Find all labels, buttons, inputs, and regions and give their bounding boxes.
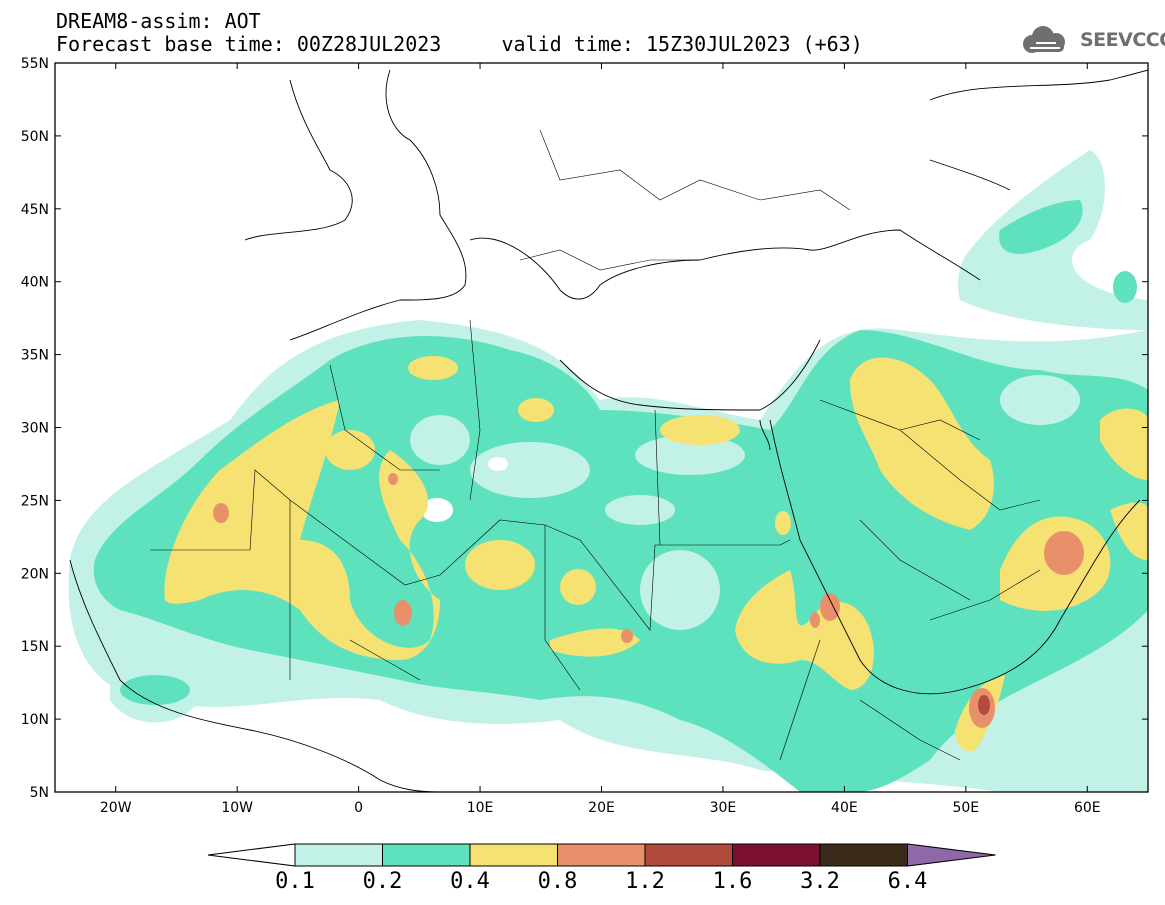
aot-level-0.1-pockets bbox=[410, 375, 1080, 630]
colorbar-segment bbox=[382, 843, 471, 867]
colorbar-under-triangle bbox=[207, 843, 296, 867]
y-tick-label: 10N bbox=[21, 712, 49, 728]
aot-level-0.4 bbox=[164, 356, 1148, 752]
x-tick-label: 10E bbox=[467, 800, 494, 816]
y-tick-label: 5N bbox=[30, 785, 49, 801]
x-tick-label: 20E bbox=[588, 800, 615, 816]
forecast-times: Forecast base time: 00Z28JUL2023 valid t… bbox=[56, 32, 863, 56]
y-tick-label: 25N bbox=[21, 493, 49, 509]
colorbar-label: 3.2 bbox=[800, 869, 840, 894]
colorbar-segment bbox=[469, 843, 558, 867]
x-tick-label: 30E bbox=[710, 800, 737, 816]
colorbar-label: 6.4 bbox=[888, 869, 928, 894]
coastlines bbox=[69, 69, 1148, 792]
logo-text: SEEVCCC bbox=[1080, 29, 1165, 51]
y-tick-label: 50N bbox=[21, 129, 49, 145]
x-tick-label: 10W bbox=[221, 800, 253, 816]
colorbar-label: 0.8 bbox=[538, 869, 578, 894]
y-tick-label: 20N bbox=[21, 566, 49, 582]
y-tick-label: 30N bbox=[21, 421, 49, 437]
colorbar-segment bbox=[294, 843, 383, 867]
colorbar-label: 1.2 bbox=[625, 869, 665, 894]
colorbar-label: 0.1 bbox=[275, 869, 315, 894]
longitude-axis: 20W 10W 0 10E 20E 30E 40E 50E 60E bbox=[100, 63, 1101, 816]
latitude-axis: 5N 10N 15N 20N 25N 30N 35N 40N 45N 50N 55N bbox=[21, 56, 1148, 801]
x-tick-label: 40E bbox=[831, 800, 858, 816]
y-tick-label: 15N bbox=[21, 639, 49, 655]
y-tick-label: 35N bbox=[21, 348, 49, 364]
x-tick-label: 0 bbox=[354, 800, 363, 816]
colorbar-segment bbox=[557, 843, 646, 867]
colorbar-label: 1.6 bbox=[713, 869, 753, 894]
aot-level-0.8 bbox=[213, 473, 1084, 728]
colorbar: 0.1 0.2 0.4 0.8 1.2 1.6 3.2 6.4 bbox=[207, 843, 996, 894]
colorbar-label: 0.4 bbox=[450, 869, 490, 894]
colorbar-segment bbox=[819, 843, 908, 867]
colorbar-label: 0.2 bbox=[363, 869, 403, 894]
x-tick-label: 50E bbox=[952, 800, 979, 816]
colorbar-segment bbox=[732, 843, 821, 867]
y-tick-label: 45N bbox=[21, 202, 49, 218]
y-tick-label: 40N bbox=[21, 275, 49, 291]
x-tick-label: 20W bbox=[100, 800, 132, 816]
colorbar-over-triangle bbox=[907, 843, 996, 867]
colorbar-segment bbox=[644, 843, 733, 867]
country-borders bbox=[150, 129, 1041, 761]
x-tick-label: 60E bbox=[1074, 800, 1101, 816]
cloud-icon bbox=[1023, 26, 1065, 53]
y-tick-label: 55N bbox=[21, 56, 49, 72]
chart-title: DREAM8-assim: AOT bbox=[56, 9, 261, 33]
